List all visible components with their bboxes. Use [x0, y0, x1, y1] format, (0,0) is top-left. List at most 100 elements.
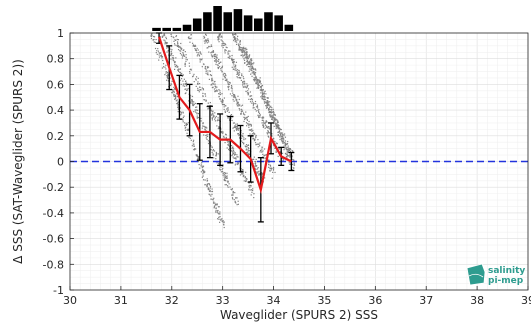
scatter-point	[213, 57, 216, 59]
scatter-point	[251, 66, 253, 68]
scatter-point	[221, 40, 223, 42]
scatter-point	[224, 52, 226, 54]
scatter-point	[228, 144, 230, 147]
scatter-point	[252, 158, 254, 160]
scatter-point	[232, 61, 234, 64]
scatter-point	[212, 116, 214, 118]
scatter-point	[246, 55, 248, 57]
scatter-point	[206, 178, 208, 180]
scatter-point	[240, 173, 243, 175]
scatter-point	[261, 146, 263, 148]
scatter-point	[265, 107, 268, 109]
scatter-point	[261, 95, 263, 97]
scatter-point	[195, 79, 197, 81]
scatter-point	[202, 125, 204, 127]
scatter-point	[282, 136, 284, 138]
scatter-point	[235, 128, 237, 130]
scatter-point	[261, 175, 263, 177]
scatter-point	[289, 148, 291, 150]
scatter-point	[266, 97, 268, 99]
scatter-point	[172, 92, 174, 94]
scatter-point	[267, 125, 270, 128]
scatter-point	[254, 164, 257, 166]
scatter-point	[219, 66, 221, 68]
histogram-bar	[274, 15, 283, 31]
scatter-point	[246, 123, 249, 125]
scatter-point	[177, 103, 179, 106]
scatter-point	[216, 60, 218, 62]
scatter-point	[185, 122, 187, 124]
scatter-point	[238, 72, 240, 74]
scatter-point	[250, 123, 252, 125]
x-tick-label: 30	[63, 294, 77, 307]
scatter-point	[256, 87, 258, 89]
scatter-point	[246, 58, 248, 60]
scatter-point	[254, 142, 257, 144]
scatter-point	[243, 81, 245, 83]
scatter-point	[196, 83, 199, 85]
scatter-point	[207, 38, 209, 40]
scatter-point	[261, 117, 263, 119]
scatter-point	[244, 176, 247, 178]
scatter-point	[237, 129, 240, 131]
scatter-point	[232, 152, 235, 155]
scatter-point	[239, 39, 241, 42]
scatter-point	[252, 71, 254, 73]
scatter-point	[193, 139, 195, 141]
scatter-point	[270, 114, 272, 116]
scatter-point	[268, 161, 270, 163]
scatter-point	[195, 78, 197, 80]
scatter-point	[255, 168, 257, 170]
scatter-point	[251, 133, 254, 135]
scatter-point	[202, 92, 204, 95]
scatter-point	[180, 111, 182, 113]
scatter-point	[270, 167, 272, 169]
scatter-point	[290, 149, 292, 151]
scatter-point	[210, 109, 212, 111]
scatter-point	[231, 147, 233, 149]
scatter-point	[172, 90, 174, 92]
scatter-point	[214, 202, 216, 204]
scatter-point	[211, 45, 213, 48]
scatter-point	[289, 163, 291, 166]
scatter-point	[277, 126, 279, 128]
scatter-point	[214, 118, 216, 120]
scatter-point	[249, 150, 251, 152]
scatter-point	[180, 47, 182, 49]
scatter-point	[227, 180, 229, 182]
scatter-point	[206, 186, 208, 188]
scatter-point	[199, 58, 201, 60]
scatter-point	[268, 128, 271, 130]
scatter-point	[193, 103, 195, 106]
scatter-point	[172, 57, 175, 59]
scatter-point	[235, 65, 237, 67]
scatter-point	[266, 102, 268, 104]
scatter-point	[246, 60, 248, 62]
scatter-point	[185, 56, 187, 58]
scatter-point	[170, 35, 172, 37]
scatter-point	[236, 98, 238, 101]
scatter-point	[209, 70, 212, 72]
scatter-point	[268, 132, 271, 134]
scatter-point	[289, 156, 291, 158]
scatter-point	[223, 108, 225, 111]
scatter-point	[264, 154, 267, 156]
scatter-point	[205, 100, 207, 102]
scatter-point	[221, 98, 223, 101]
scatter-point	[252, 63, 254, 65]
scatter-point	[284, 142, 286, 144]
scatter-point	[221, 70, 223, 73]
scatter-point	[234, 201, 236, 203]
scatter-point	[232, 190, 234, 193]
scatter-point	[219, 36, 221, 38]
scatter-point	[206, 133, 208, 135]
scatter-point	[209, 101, 211, 104]
scatter-point	[286, 152, 288, 154]
scatter-point	[284, 144, 287, 146]
scatter-point	[213, 83, 215, 85]
scatter-point	[205, 126, 207, 128]
scatter-point	[213, 206, 216, 208]
scatter-point	[264, 90, 266, 92]
scatter-point	[227, 86, 229, 88]
scatter-point	[190, 102, 192, 104]
